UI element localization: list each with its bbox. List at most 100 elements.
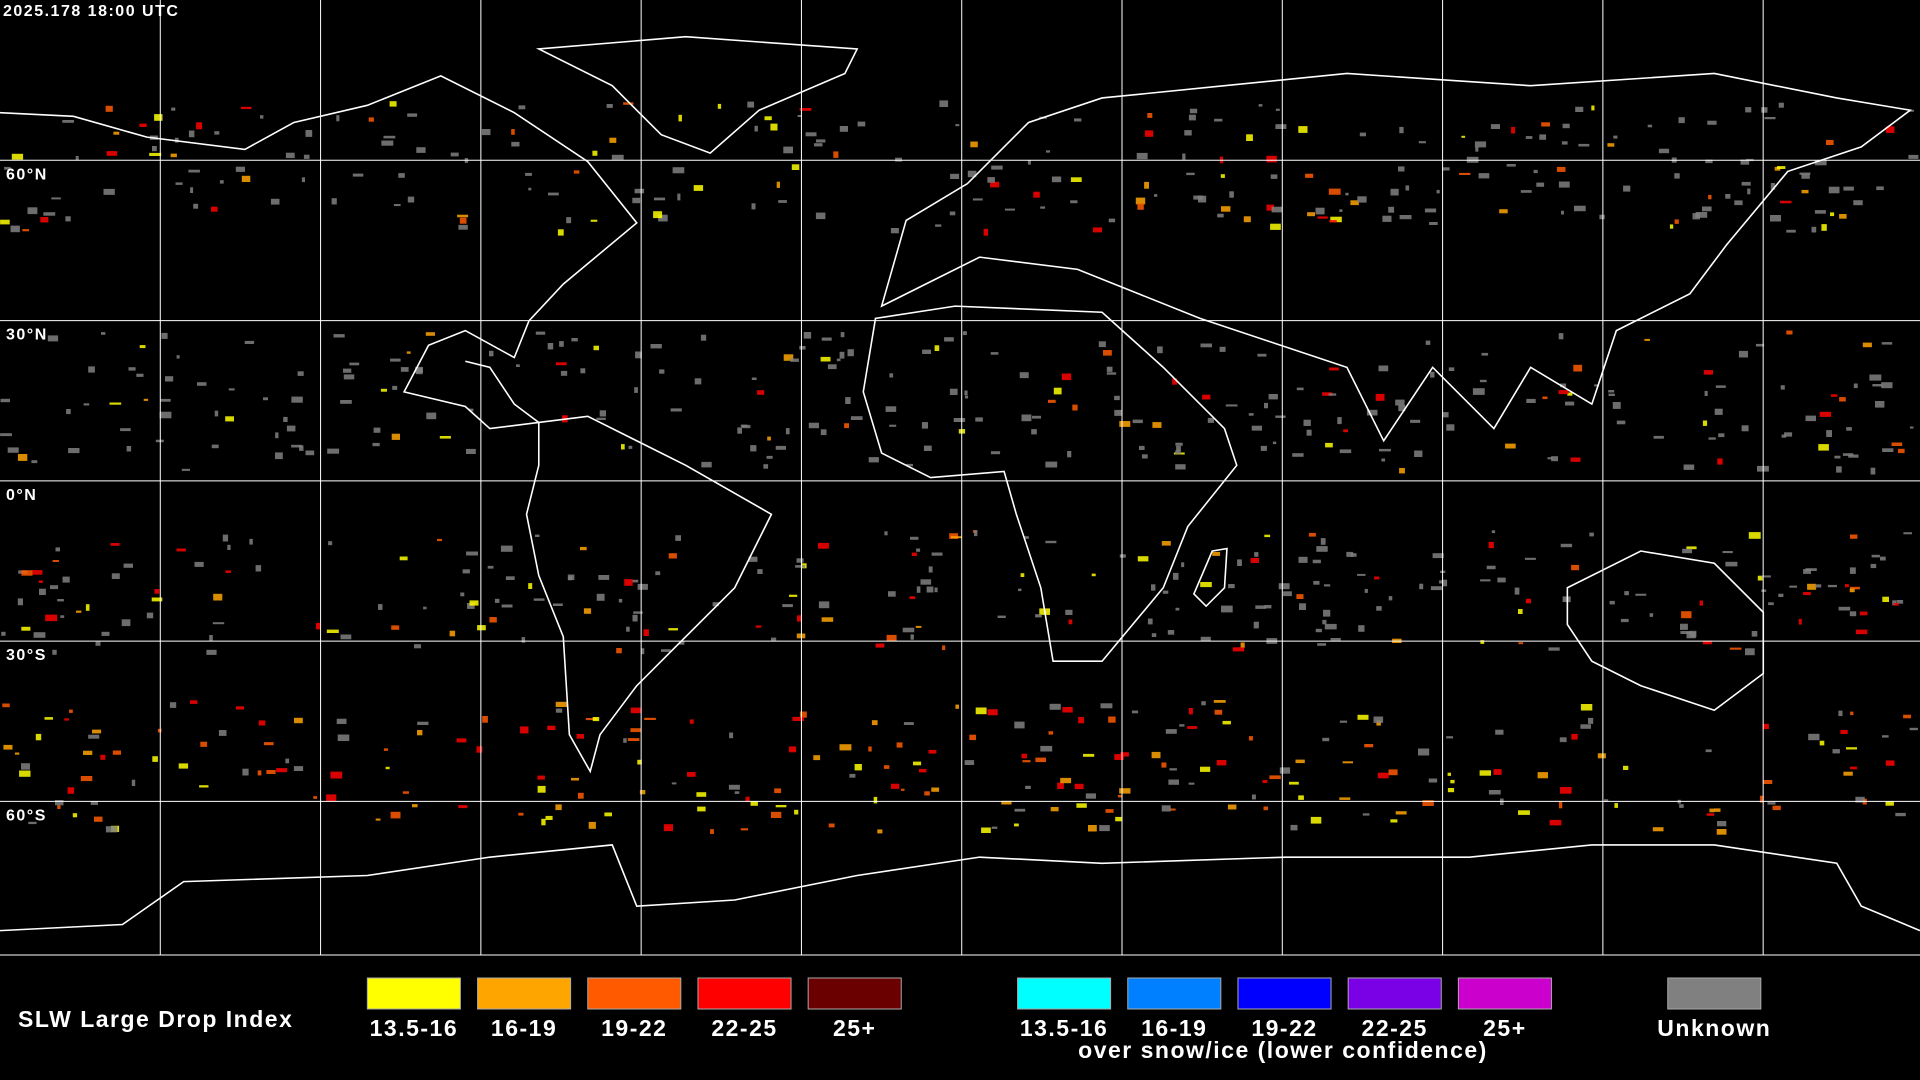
cloud-pixel xyxy=(406,351,411,354)
cloud-pixel xyxy=(1414,450,1423,457)
cloud-pixel xyxy=(1046,150,1051,153)
cloud-pixel xyxy=(632,579,639,583)
cloud-pixel xyxy=(52,649,57,655)
cloud-pixel xyxy=(505,576,515,580)
cloud-pixel xyxy=(196,122,203,130)
cloud-pixel xyxy=(425,332,435,336)
cloud-pixel xyxy=(1780,385,1785,390)
cloud-pixel xyxy=(1599,214,1605,220)
cloud-pixel xyxy=(27,207,38,215)
cloud-pixel xyxy=(235,166,245,172)
cloud-pixel xyxy=(1257,353,1267,357)
cloud-pixel xyxy=(1725,194,1731,199)
cloud-pixel xyxy=(1330,216,1342,223)
cloud-pixel xyxy=(1324,623,1337,630)
cloud-pixel xyxy=(62,120,74,123)
cloud-pixel xyxy=(967,170,977,178)
cloud-pixel xyxy=(1378,365,1389,372)
cloud-pixel xyxy=(1345,192,1349,196)
cloud-pixel xyxy=(1859,611,1868,616)
cloud-pixel xyxy=(1339,449,1352,454)
cloud-pixel xyxy=(21,763,30,770)
cloud-pixel xyxy=(1382,215,1392,222)
cloud-pixel xyxy=(469,408,474,412)
cloud-pixel xyxy=(677,193,681,201)
cloud-pixel xyxy=(990,352,999,355)
cloud-pixel xyxy=(668,628,678,631)
cloud-pixel xyxy=(1048,399,1056,403)
cloud-pixel xyxy=(352,173,364,177)
cloud-pixel xyxy=(1169,768,1177,771)
timestamp: 2025.178 18:00 UTC xyxy=(3,3,179,20)
cloud-pixel xyxy=(1040,206,1046,209)
cloud-pixel xyxy=(1057,782,1064,789)
cloud-pixel xyxy=(1228,584,1235,589)
cloud-pixel xyxy=(1789,585,1798,588)
cloud-pixel xyxy=(632,197,641,204)
graticule xyxy=(0,0,1920,955)
cloud-pixel xyxy=(533,598,545,601)
cloud-pixel xyxy=(1306,429,1312,436)
cloud-pixel xyxy=(1757,575,1763,581)
cloud-pixel xyxy=(1620,618,1629,623)
cloud-pixel xyxy=(839,744,852,751)
cloud-pixel xyxy=(1298,795,1304,800)
cloud-pixel xyxy=(774,788,782,794)
cloud-pixel xyxy=(1747,188,1751,195)
cloud-pixel xyxy=(813,755,821,761)
cloud-pixel xyxy=(818,601,830,609)
cloud-pixel xyxy=(1179,724,1185,727)
coast-north-america xyxy=(0,75,638,430)
cloud-pixel xyxy=(535,331,546,335)
cloud-pixel xyxy=(670,408,682,412)
cloud-pixel xyxy=(1909,426,1914,429)
cloud-pixel xyxy=(1106,366,1113,372)
cloud-pixel xyxy=(1253,621,1259,629)
cloud-pixel xyxy=(1436,189,1440,194)
cloud-pixel xyxy=(1446,736,1454,739)
cloud-pixel xyxy=(751,377,757,380)
cloud-pixel xyxy=(696,792,707,797)
cloud-pixel xyxy=(1117,795,1122,798)
cloud-pixel xyxy=(1045,540,1057,544)
cloud-pixel xyxy=(1237,559,1242,566)
cloud-pixel xyxy=(1649,613,1654,617)
cloud-pixel xyxy=(1786,330,1793,335)
cloud-pixel xyxy=(1214,709,1223,715)
cloud-pixel xyxy=(1395,811,1407,815)
cloud-pixel xyxy=(764,116,772,121)
cloud-pixel xyxy=(1040,745,1053,752)
cloud-pixel xyxy=(875,643,885,648)
cloud-pixel xyxy=(844,423,849,429)
cloud-pixel xyxy=(1748,532,1761,539)
cloud-pixel xyxy=(113,131,120,135)
cloud-pixel xyxy=(1505,443,1516,449)
cloud-pixel xyxy=(1803,592,1811,596)
cloud-pixel xyxy=(1410,419,1421,423)
cloud-pixel xyxy=(55,547,60,552)
cloud-pixel xyxy=(1850,711,1854,716)
cloud-pixel xyxy=(1225,404,1238,407)
cloud-pixel xyxy=(1678,117,1685,124)
cloud-pixel xyxy=(548,192,559,196)
cloud-pixel xyxy=(1227,804,1237,810)
cloud-pixel xyxy=(275,452,283,460)
cloud-pixel xyxy=(1839,214,1847,219)
cloud-pixel xyxy=(285,758,290,764)
coast-africa xyxy=(862,305,1238,663)
cloud-pixel xyxy=(305,450,315,456)
cloud-pixel xyxy=(152,756,158,762)
cloud-pixel xyxy=(1842,453,1854,456)
cloud-pixel xyxy=(799,346,806,350)
cloud-pixel xyxy=(1350,200,1359,206)
cloud-pixel xyxy=(1853,200,1863,206)
cloud-pixel xyxy=(340,400,352,404)
cloud-pixel xyxy=(1201,701,1206,706)
cloud-pixel xyxy=(1022,760,1031,763)
cloud-pixel xyxy=(407,113,418,117)
cloud-pixel xyxy=(1838,710,1843,717)
cloud-pixel xyxy=(1279,767,1291,774)
cloud-pixel xyxy=(560,370,568,376)
